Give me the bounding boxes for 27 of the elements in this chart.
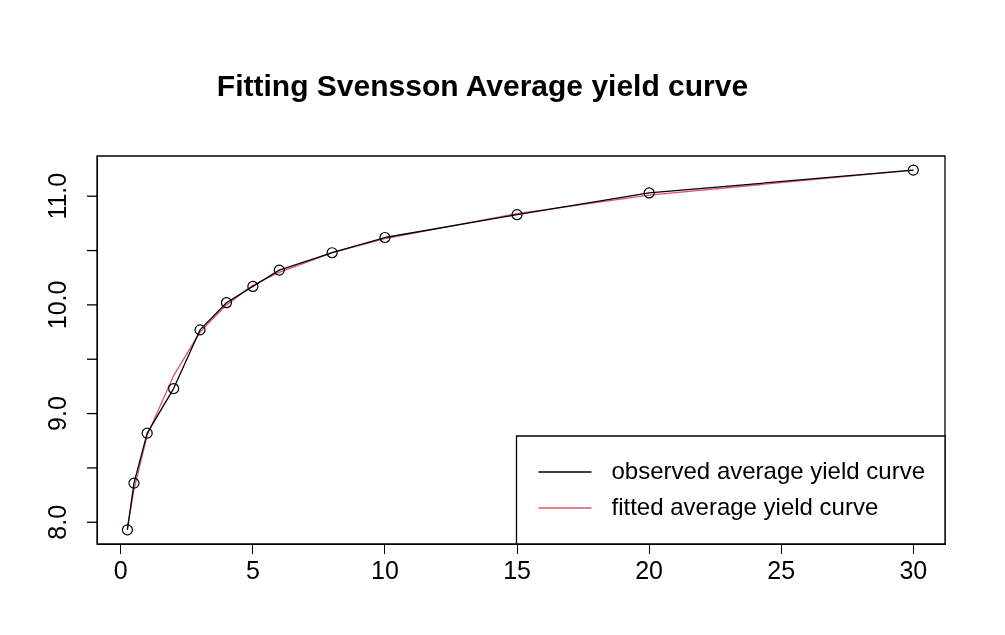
point <box>128 477 140 489</box>
point <box>121 524 133 536</box>
point <box>511 209 523 221</box>
x-tick-label: 5 <box>245 555 260 584</box>
x-tick-label: 30 <box>899 555 928 584</box>
y-tick-label: 11.0 <box>43 172 72 220</box>
legend-label: observed average yield curve <box>611 456 925 484</box>
x-tick-label: 15 <box>503 555 531 584</box>
point <box>273 264 285 276</box>
point <box>194 324 206 336</box>
point <box>247 280 259 293</box>
point <box>379 231 391 244</box>
point <box>168 382 180 395</box>
y-tick-label: 10.0 <box>43 280 72 330</box>
point <box>907 164 919 176</box>
point <box>643 187 655 199</box>
chart-title: Fitting Svensson Average yield curve <box>216 69 749 103</box>
x-tick-label: 20 <box>635 555 664 584</box>
x-tick-label: 25 <box>767 555 796 584</box>
legend-label: fitted average yield curve <box>611 492 879 520</box>
point <box>141 427 153 439</box>
y-tick-label: 9.0 <box>43 396 72 431</box>
point <box>220 297 233 309</box>
point <box>326 247 338 259</box>
x-tick-label: 10 <box>371 555 399 584</box>
y-tick-label: 8.0 <box>43 504 72 540</box>
x-tick-label: 0 <box>113 555 128 584</box>
